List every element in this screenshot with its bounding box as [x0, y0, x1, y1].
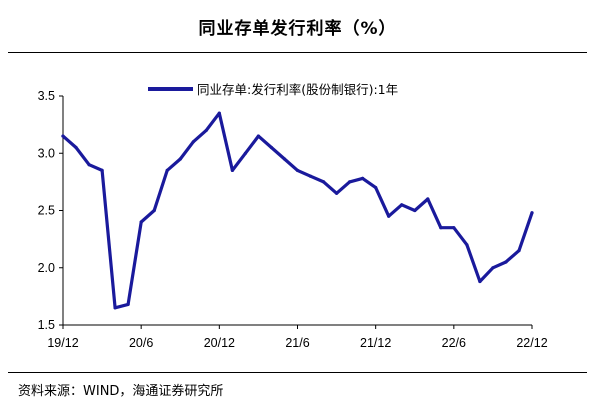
line-chart: 1.5 2.0 2.5 3.0 3.5 19/12 20/6 20/12 21/6 21/12 22… [38, 82, 548, 350]
data-point [282, 157, 287, 161]
data-point [295, 168, 300, 172]
data-point [400, 203, 404, 207]
data-point [217, 111, 221, 115]
data-point [230, 168, 234, 172]
data-point [139, 220, 143, 224]
y-tick-label: 1.5 [38, 318, 55, 332]
x-tick-label: 22/12 [516, 336, 547, 350]
data-point [191, 140, 195, 144]
plot-area [61, 111, 534, 310]
chart-axes: 1.5 2.0 2.5 3.0 3.5 19/12 20/6 20/12 21/6 21/12 22… [38, 89, 548, 350]
data-point [100, 168, 104, 172]
data-point [256, 134, 260, 138]
x-tick-label: 21/12 [360, 336, 391, 350]
data-point [530, 211, 534, 215]
title-rule [8, 52, 587, 53]
data-point [113, 306, 117, 310]
data-point [243, 151, 247, 155]
x-tick-label: 22/6 [442, 336, 466, 350]
data-point [87, 163, 91, 167]
data-point [204, 128, 208, 132]
data-point [361, 176, 365, 180]
data-point [165, 168, 169, 172]
x-tick-label: 20/12 [204, 336, 235, 350]
data-point [269, 145, 273, 150]
data-point [413, 208, 417, 213]
y-tick-label: 2.5 [38, 204, 55, 218]
data-point [387, 214, 391, 218]
y-tick-label: 3.0 [38, 146, 55, 160]
data-point [426, 197, 430, 201]
y-tick-label: 2.0 [38, 261, 55, 275]
legend-label: 同业存单:发行利率(股份制银行):1年 [197, 82, 398, 97]
data-point [74, 145, 78, 150]
data-point [478, 279, 482, 284]
data-point [374, 186, 378, 190]
chart-legend: 同业存单:发行利率(股份制银行):1年 [148, 82, 398, 97]
chart-title: 同业存单发行利率（%） [198, 19, 397, 39]
data-point [335, 191, 339, 195]
data-point [61, 134, 65, 138]
source-rule [8, 372, 587, 373]
x-tick-label: 20/6 [129, 336, 153, 350]
data-point [504, 260, 508, 264]
series-line [61, 111, 534, 310]
source-note: 资料来源：WIND，海通证券研究所 [18, 384, 224, 399]
data-point [439, 226, 443, 230]
x-tick-label: 19/12 [47, 336, 78, 350]
data-point [465, 243, 469, 247]
data-point [178, 157, 182, 161]
data-point [452, 226, 456, 230]
data-point [152, 208, 156, 213]
y-tick-label: 3.5 [38, 89, 55, 103]
data-point [348, 180, 352, 184]
data-point [517, 249, 521, 253]
data-point [126, 302, 130, 306]
data-point [491, 266, 495, 270]
data-point [322, 180, 326, 184]
x-tick-label: 21/6 [285, 336, 309, 350]
data-point [308, 174, 313, 178]
